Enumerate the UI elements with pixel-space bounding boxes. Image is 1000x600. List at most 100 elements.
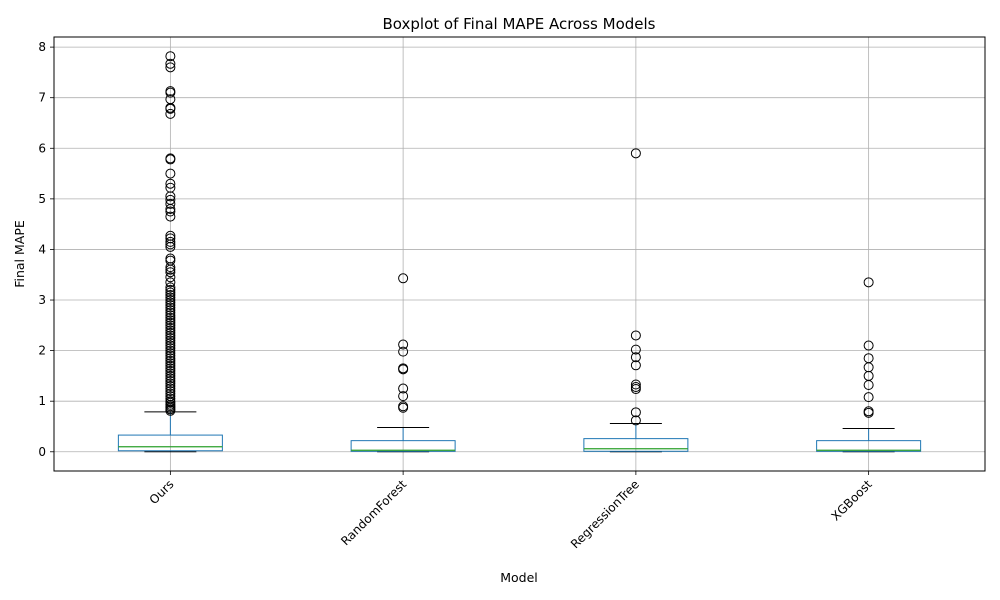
- outlier-point: [630, 415, 641, 426]
- outlier-point: [165, 154, 176, 165]
- y-tick-label: 6: [38, 141, 46, 155]
- outlier-point: [398, 346, 409, 357]
- iqr-box: [350, 440, 456, 452]
- outlier-point: [165, 103, 176, 114]
- box-regressiontree: [583, 148, 689, 453]
- y-tick-label: 1: [38, 394, 46, 408]
- chart-title: Boxplot of Final MAPE Across Models: [383, 15, 656, 33]
- x-tick-label: Ours: [147, 477, 177, 507]
- outlier-point: [165, 327, 176, 338]
- outlier-point: [165, 312, 176, 323]
- outlier-point: [165, 355, 176, 366]
- outlier-point: [165, 343, 176, 354]
- outlier-point: [165, 378, 176, 389]
- outlier-point: [165, 302, 176, 313]
- outlier-point: [630, 384, 641, 395]
- outlier-point: [165, 297, 176, 308]
- outlier-point: [165, 317, 176, 328]
- outlier-point: [165, 322, 176, 333]
- box-randomforest: [350, 273, 456, 453]
- outlier-point: [165, 211, 176, 222]
- outlier-point: [630, 352, 641, 363]
- y-axis-label: Final MAPE: [12, 220, 27, 288]
- outlier-point: [165, 340, 176, 351]
- outlier-point: [630, 360, 641, 371]
- outlier-point: [630, 407, 641, 418]
- outlier-point: [165, 239, 176, 250]
- outlier-point: [398, 339, 409, 350]
- outlier-point: [165, 62, 176, 73]
- y-axis: 0 1 2 3 4 5 6 7 8: [38, 40, 54, 459]
- outlier-point: [165, 282, 176, 293]
- x-tick-label: RandomForest: [338, 477, 409, 548]
- outlier-point: [863, 340, 874, 351]
- outlier-point: [165, 375, 176, 386]
- outlier-point: [630, 379, 641, 390]
- outlier-point: [165, 360, 176, 371]
- outlier-point: [165, 241, 176, 252]
- outlier-point: [165, 320, 176, 331]
- outlier-point: [165, 284, 176, 295]
- outlier-point: [630, 344, 641, 355]
- y-tick-label: 7: [38, 91, 46, 105]
- outlier-point: [165, 191, 176, 202]
- outlier-point: [863, 392, 874, 403]
- outlier-point: [165, 198, 176, 209]
- outlier-point: [165, 287, 176, 298]
- y-tick-label: 3: [38, 293, 46, 307]
- x-axis: Ours RandomForest RegressionTree XGBoost: [147, 471, 875, 551]
- y-tick-label: 0: [38, 445, 46, 459]
- outlier-point: [165, 51, 176, 62]
- outlier-point: [165, 289, 176, 300]
- outlier-point: [165, 236, 176, 247]
- outlier-point: [165, 277, 176, 288]
- outlier-point: [165, 292, 176, 303]
- outlier-point: [863, 407, 874, 418]
- outlier-point: [165, 358, 176, 369]
- plot-frame: [53, 36, 986, 472]
- outlier-point: [165, 108, 176, 119]
- y-tick-label: 2: [38, 344, 46, 358]
- outlier-point: [165, 332, 176, 343]
- outlier-point: [165, 295, 176, 306]
- outlier-point: [165, 365, 176, 376]
- outlier-point: [165, 58, 176, 69]
- iqr-box: [117, 434, 223, 452]
- outlier-point: [165, 310, 176, 321]
- outlier-point: [165, 370, 176, 381]
- x-tick-label: XGBoost: [828, 477, 874, 523]
- outlier-point: [165, 264, 176, 275]
- outlier-point: [165, 368, 176, 379]
- outlier-point: [165, 381, 176, 392]
- outlier-point: [165, 373, 176, 384]
- outlier-point: [398, 391, 409, 402]
- outlier-point: [165, 267, 176, 278]
- box-ours: [117, 51, 223, 453]
- outlier-point: [165, 348, 176, 359]
- outlier-point: [165, 168, 176, 179]
- outlier-point: [165, 87, 176, 98]
- outlier-point: [165, 315, 176, 326]
- outlier-point: [630, 148, 641, 159]
- outlier-point: [165, 330, 176, 341]
- iqr-box: [583, 438, 689, 452]
- outlier-point: [165, 325, 176, 336]
- outlier-point: [165, 300, 176, 311]
- outlier-point: [398, 383, 409, 394]
- outlier-point: [165, 206, 176, 217]
- x-axis-label: Model: [500, 570, 538, 585]
- outlier-point: [165, 305, 176, 316]
- outlier-point: [165, 178, 176, 189]
- outlier-point: [165, 272, 176, 283]
- y-tick-label: 5: [38, 192, 46, 206]
- iqr-box: [816, 440, 922, 452]
- outlier-point: [165, 386, 176, 397]
- outlier-point: [398, 402, 409, 413]
- y-tick-label: 8: [38, 40, 46, 54]
- outlier-point: [165, 335, 176, 346]
- outlier-point: [165, 262, 176, 273]
- outlier-point: [165, 383, 176, 394]
- outlier-point: [630, 330, 641, 341]
- outlier-point: [165, 363, 176, 374]
- outlier-point: [165, 345, 176, 356]
